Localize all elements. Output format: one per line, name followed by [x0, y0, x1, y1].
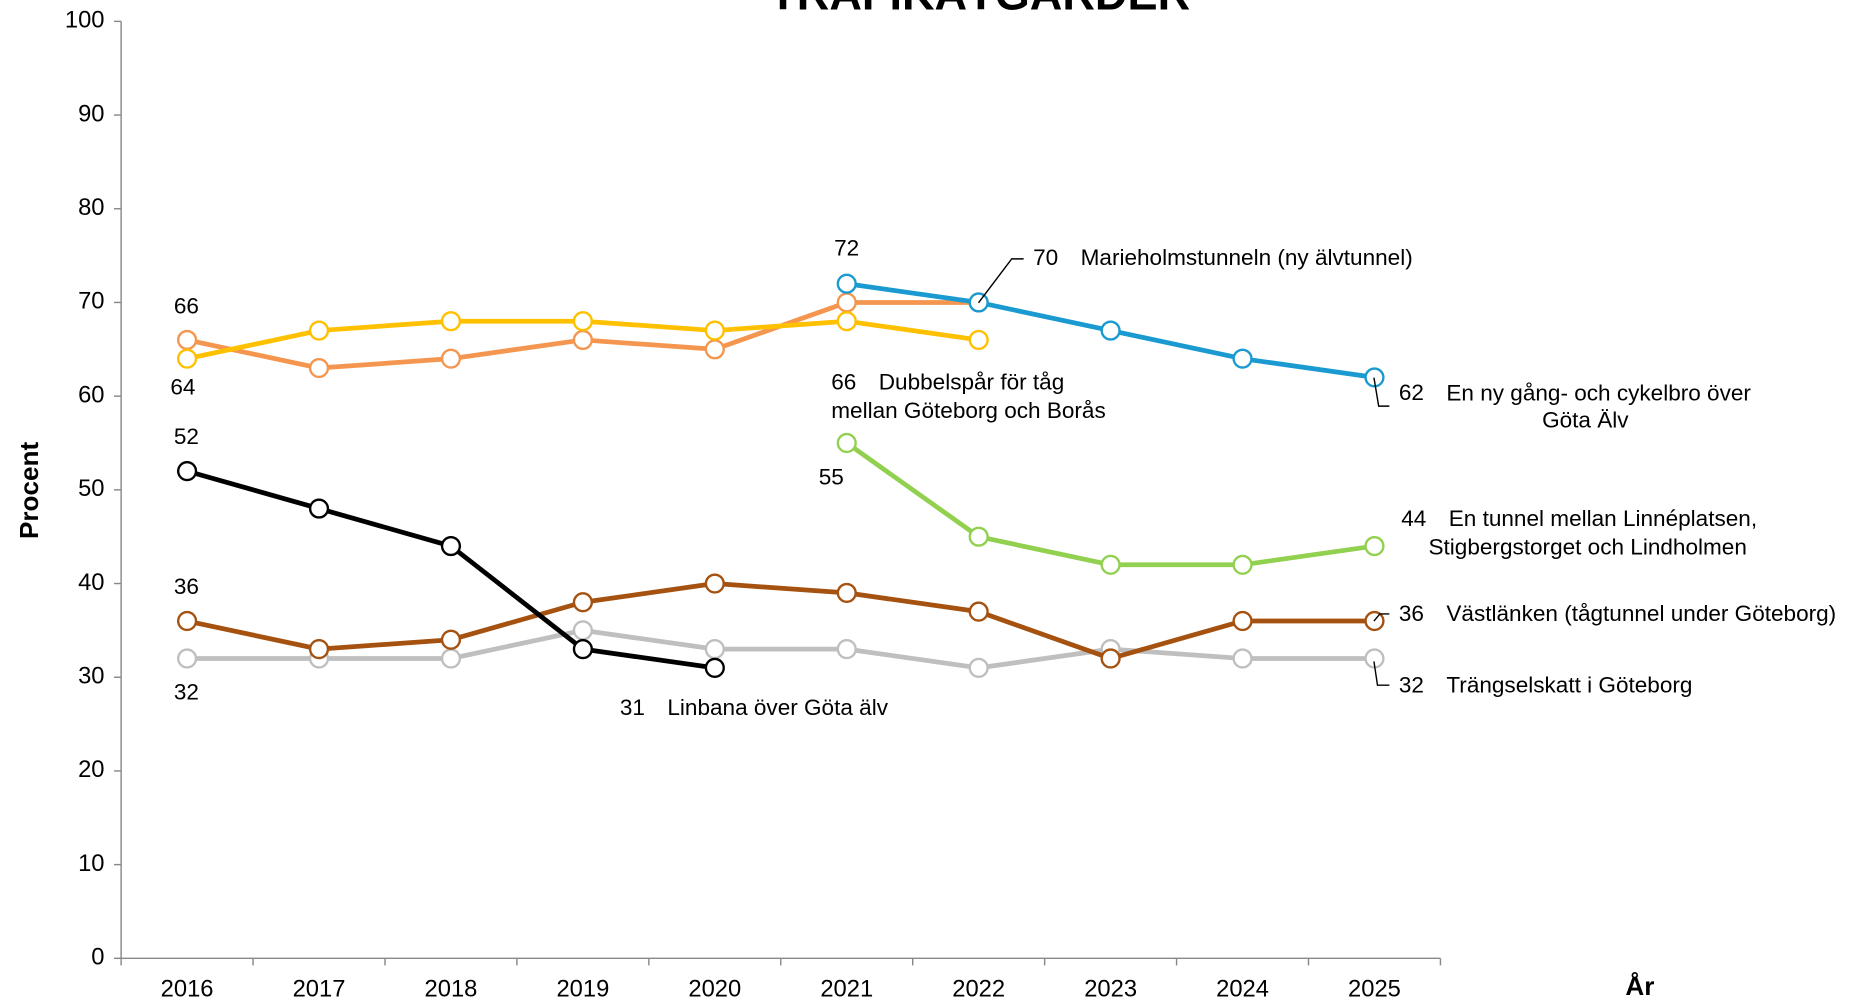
series-label: Västlänken (tågtunnel under Göteborg)	[1446, 601, 1836, 626]
data-point	[572, 329, 593, 351]
plot: TRAFIKÅTGÄRDER Procent År 0 10 20 30 40 50 60 7…	[14, 0, 1836, 1002]
chart-title: TRAFIKÅTGÄRDER	[769, 0, 1190, 20]
data-point	[1364, 367, 1385, 388]
data-point	[1232, 554, 1253, 575]
y-tick-label: 100	[65, 7, 105, 34]
series-label: Dubbelspår för tåg mellan Göteborg och Bo…	[831, 370, 1105, 424]
y-tick-label: 70	[78, 288, 104, 315]
x-tick-label: 2019	[556, 976, 609, 1002]
data-point	[968, 329, 989, 351]
data-point	[1100, 320, 1121, 341]
leader-line	[977, 258, 1024, 304]
data-point	[308, 639, 330, 660]
data-point	[572, 592, 593, 613]
x-tick-label: 2021	[820, 976, 873, 1002]
data-point	[308, 357, 330, 379]
y-tick-label: 80	[78, 194, 104, 221]
data-point	[704, 320, 725, 341]
data-point	[704, 339, 725, 360]
leader-line	[1373, 661, 1390, 686]
y-tick-label: 30	[78, 663, 104, 690]
x-tick-label: 2020	[688, 976, 741, 1002]
data-point	[968, 657, 989, 678]
data-label: 55	[819, 465, 844, 490]
data-point	[440, 535, 462, 557]
data-label: 70	[1033, 245, 1058, 270]
data-point	[836, 582, 857, 604]
y-tick-label: 50	[78, 475, 104, 502]
series-line	[845, 441, 1375, 568]
x-tick-label: 2018	[425, 976, 478, 1002]
x-tick-label: 2025	[1348, 976, 1401, 1002]
y-axis-title: Procent	[14, 442, 44, 540]
data-point	[572, 311, 593, 332]
data-point	[572, 620, 593, 641]
data-label: 62	[1399, 380, 1424, 405]
y-tick-label: 90	[78, 100, 104, 127]
data-label: 52	[174, 424, 199, 449]
data-point	[836, 311, 857, 332]
data-point	[308, 498, 330, 519]
data-point	[308, 320, 330, 341]
series-label: Linbana över Göta älv	[667, 695, 888, 720]
data-point	[968, 601, 989, 622]
data-point	[1232, 648, 1253, 669]
data-label: 31	[620, 695, 645, 720]
y-tick-label: 40	[78, 569, 104, 596]
series-label: En ny gång- och cykelbro över Göta Älv	[1446, 380, 1751, 432]
x-tick-label: 2024	[1216, 976, 1269, 1002]
data-point	[176, 610, 198, 632]
series-line	[187, 628, 1375, 671]
data-label: 36	[1399, 601, 1424, 626]
x-tick-label: 2023	[1084, 976, 1137, 1002]
data-point	[440, 348, 462, 369]
data-point	[704, 657, 725, 678]
data-point	[1100, 554, 1121, 575]
data-label: 66	[174, 294, 199, 319]
series-line	[186, 581, 1375, 661]
data-point	[1100, 648, 1121, 669]
y-tick-label: 20	[78, 756, 104, 783]
data-label: 32	[174, 679, 199, 704]
y-tick-label: 10	[78, 850, 104, 877]
data-label: 32	[1399, 672, 1424, 697]
data-label: 66	[831, 370, 856, 395]
data-point	[836, 292, 857, 313]
x-axis-title: År	[1625, 971, 1654, 1001]
data-point	[704, 573, 725, 594]
data-point	[836, 639, 857, 660]
data-point	[176, 329, 198, 351]
data-point	[704, 639, 725, 660]
data-point	[440, 648, 462, 669]
data-label: 64	[170, 374, 195, 399]
data-point	[176, 348, 198, 369]
leader-line	[1373, 613, 1390, 622]
data-point	[1232, 610, 1253, 632]
data-point	[440, 311, 462, 332]
data-point	[1364, 535, 1385, 557]
series-label: Marieholmstunneln (ny älvtunnel)	[1081, 245, 1413, 270]
x-tick-label: 2022	[952, 976, 1005, 1002]
data-point	[836, 273, 857, 294]
data-point	[176, 648, 198, 669]
data-point	[440, 629, 462, 650]
data-point	[1232, 348, 1253, 369]
leader-line	[1373, 377, 1390, 407]
x-tick-label: 2016	[161, 976, 214, 1002]
series-label: Trängselskatt i Göteborg	[1446, 672, 1692, 697]
data-point	[968, 526, 989, 547]
y-tick-label: 60	[78, 381, 104, 408]
data-label: 72	[834, 235, 859, 260]
data-label: 44	[1401, 506, 1426, 531]
y-tick-label: 0	[91, 944, 104, 971]
x-tick-label: 2017	[293, 976, 346, 1002]
data-point	[836, 432, 857, 454]
data-label: 36	[174, 574, 199, 599]
data-point	[176, 461, 198, 482]
data-point	[572, 639, 593, 660]
series-label: En tunnel mellan Linnéplatsen, Stigbergst…	[1429, 506, 1758, 560]
